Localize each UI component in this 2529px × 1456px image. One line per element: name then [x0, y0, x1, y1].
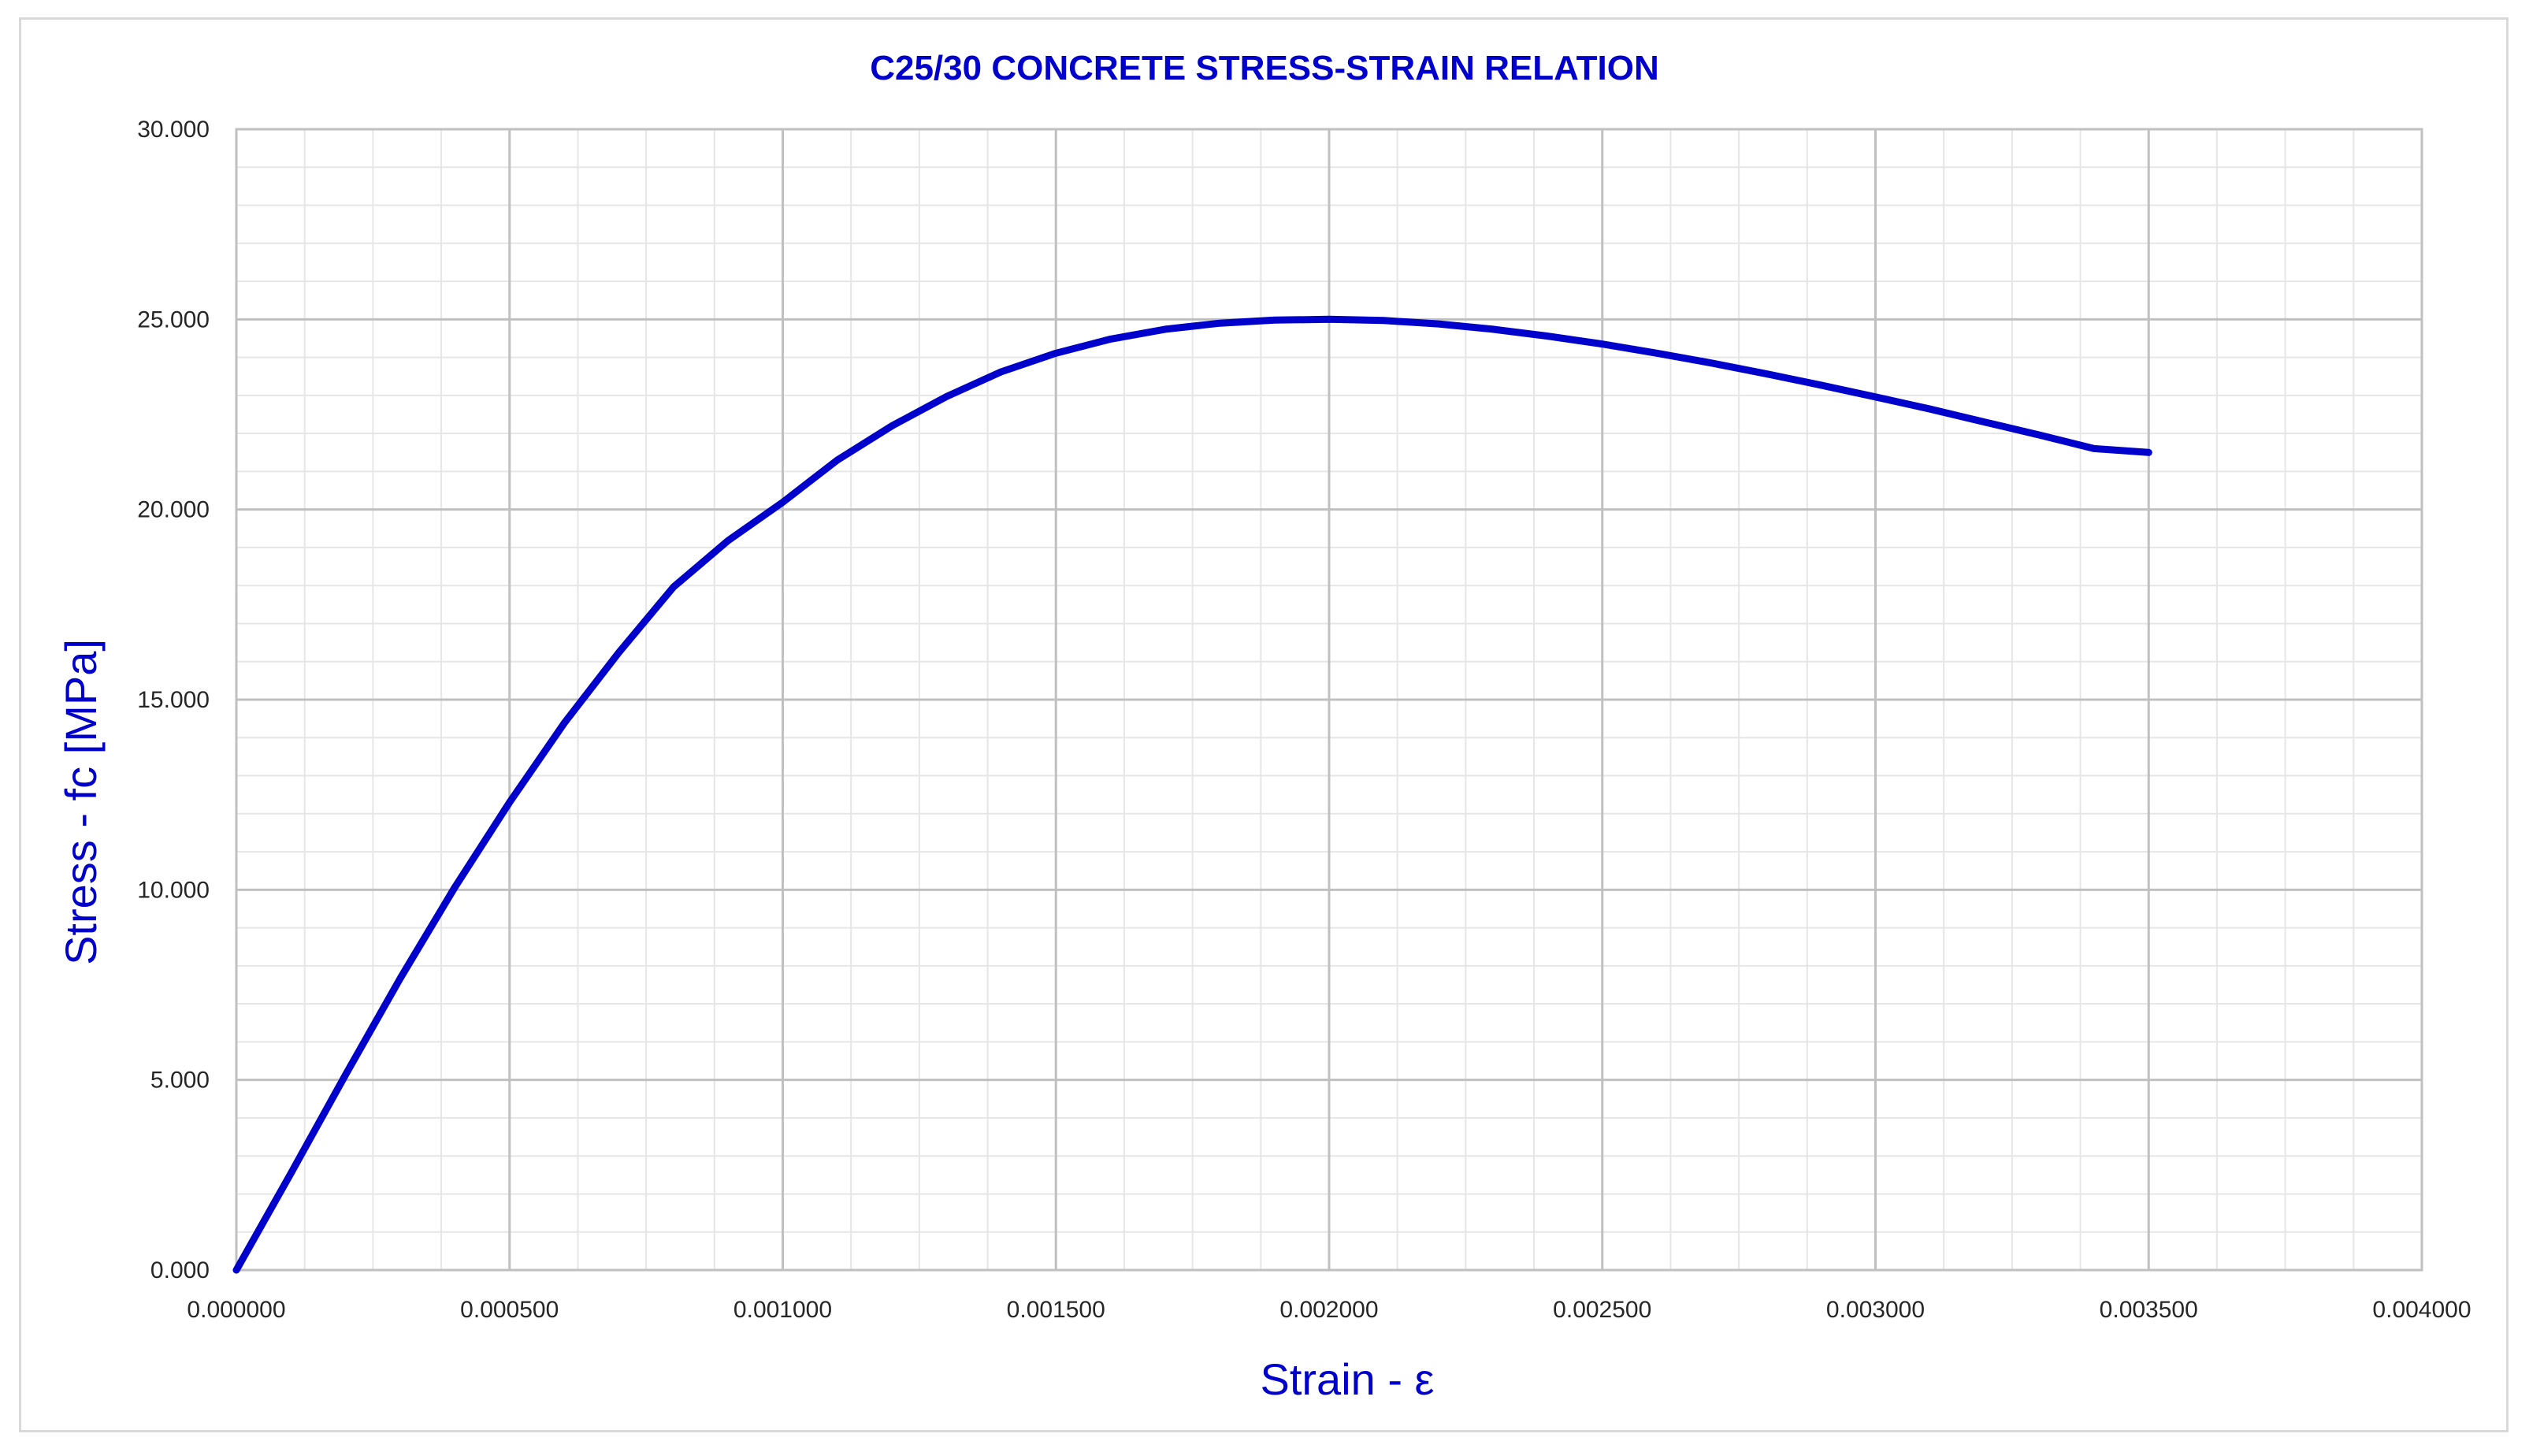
x-tick-label: 0.000500 — [460, 1297, 559, 1323]
plot-area — [235, 128, 2423, 1272]
x-tick-label: 0.001000 — [733, 1297, 832, 1323]
chart-frame — [19, 17, 2509, 1432]
x-tick-label: 0.001500 — [1007, 1297, 1105, 1323]
series-line — [232, 315, 2152, 1274]
y-tick-label: 10.000 — [137, 877, 210, 903]
y-axis-title: Stress - fc [MPa] — [56, 639, 106, 965]
x-tick-label: 0.002500 — [1553, 1297, 1651, 1323]
y-tick-label: 15.000 — [137, 687, 210, 713]
y-tick-label: 25.000 — [137, 306, 210, 332]
series-layer — [232, 315, 2152, 1274]
x-tick-label: 0.002000 — [1279, 1297, 1378, 1323]
x-tick-label: 0.003000 — [1826, 1297, 1925, 1323]
y-tick-label: 30.000 — [137, 117, 210, 143]
major-gridlines — [236, 129, 2422, 1270]
y-tick-label: 20.000 — [137, 497, 210, 523]
y-tick-label: 5.000 — [150, 1068, 210, 1094]
y-tick-label: 0.000 — [150, 1257, 210, 1283]
x-tick-label: 0.004000 — [2372, 1297, 2471, 1323]
x-tick-label: 0.003500 — [2100, 1297, 2198, 1323]
chart-title: C25/30 CONCRETE STRESS-STRAIN RELATION — [870, 49, 1659, 87]
x-axis-tick-labels: 0.000000 0.000500 0.001000 0.001500 0.002000… — [187, 1297, 2471, 1323]
y-axis-tick-labels: 0.000 5.000 10.000 15.000 20.000 25.000 30.000 — [137, 117, 210, 1283]
x-tick-label: 0.000000 — [187, 1297, 285, 1323]
x-axis-title: Strain - ε — [1260, 1354, 1434, 1404]
